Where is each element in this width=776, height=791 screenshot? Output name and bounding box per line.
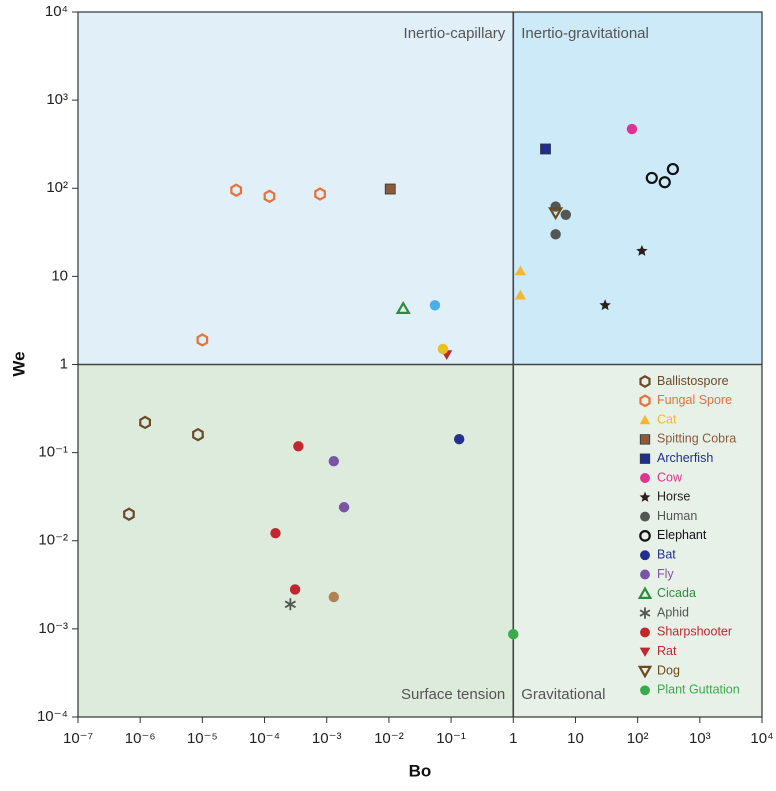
legend-marker bbox=[639, 394, 651, 408]
point bbox=[196, 333, 209, 347]
legend-marker bbox=[640, 550, 650, 561]
legend-marker bbox=[639, 530, 651, 542]
legend-label: Cat bbox=[657, 412, 677, 426]
point bbox=[666, 162, 679, 176]
region-bg bbox=[513, 12, 762, 365]
point bbox=[384, 183, 396, 195]
legend-marker bbox=[639, 375, 651, 388]
legend-marker bbox=[640, 627, 650, 638]
legend-marker bbox=[639, 453, 651, 464]
legend-label: Cicada bbox=[657, 586, 696, 600]
y-tick-label: 10⁴ bbox=[45, 3, 68, 20]
point bbox=[540, 143, 551, 155]
legend-label: Horse bbox=[657, 490, 690, 504]
legend-marker bbox=[640, 685, 650, 696]
x-tick-label: 10⁻³ bbox=[312, 730, 342, 747]
point bbox=[645, 171, 658, 185]
y-tick-label: 1 bbox=[60, 355, 68, 372]
x-tick-label: 10⁻⁷ bbox=[63, 730, 93, 747]
legend-label: Ballistospore bbox=[657, 374, 729, 388]
point bbox=[314, 187, 326, 201]
y-tick-label: 10⁻⁴ bbox=[37, 708, 68, 725]
legend-label: Fly bbox=[657, 567, 674, 581]
y-tick-label: 10 bbox=[51, 267, 68, 284]
y-tick-label: 10⁻² bbox=[38, 532, 68, 549]
point bbox=[429, 300, 441, 311]
point bbox=[599, 299, 611, 311]
point bbox=[514, 289, 526, 300]
legend-label: Spitting Cobra bbox=[657, 432, 736, 446]
region-label: Inertio-capillary bbox=[404, 25, 506, 42]
region-bg bbox=[513, 364, 762, 717]
point bbox=[338, 502, 350, 513]
point bbox=[139, 415, 151, 430]
x-tick-label: 10⁻⁶ bbox=[125, 730, 156, 747]
legend-marker bbox=[640, 473, 650, 483]
legend-marker bbox=[639, 434, 651, 445]
region-bg bbox=[78, 12, 514, 365]
legend-marker bbox=[639, 414, 651, 425]
legend-label: Rat bbox=[657, 644, 677, 658]
legend-marker bbox=[637, 586, 653, 600]
legend-label: Plant Guttation bbox=[657, 683, 740, 697]
point bbox=[550, 229, 561, 240]
x-tick-label: 10² bbox=[627, 730, 649, 747]
legend-marker bbox=[639, 491, 651, 502]
y-tick-label: 10³ bbox=[46, 91, 68, 108]
region-label: Surface tension bbox=[401, 686, 505, 703]
point bbox=[514, 265, 526, 276]
x-tick-label: 10³ bbox=[689, 730, 711, 747]
legend-label: Archerfish bbox=[657, 451, 713, 465]
point bbox=[395, 301, 411, 314]
legend-label: Bat bbox=[657, 547, 676, 561]
point bbox=[437, 343, 449, 355]
legend-label: Sharpshooter bbox=[657, 625, 732, 639]
point bbox=[658, 176, 671, 189]
legend-label: Fungal Spore bbox=[657, 393, 732, 407]
point bbox=[328, 591, 340, 603]
legend-marker bbox=[639, 647, 651, 657]
region-label: Gravitational bbox=[521, 686, 605, 703]
point bbox=[230, 183, 243, 197]
legend-marker bbox=[640, 511, 650, 522]
x-tick-label: 1 bbox=[509, 730, 517, 747]
point bbox=[453, 434, 465, 445]
x-tick-label: 10 bbox=[567, 730, 584, 747]
point bbox=[626, 123, 638, 135]
point bbox=[560, 209, 572, 220]
point bbox=[293, 441, 304, 452]
x-tick-label: 10⁻⁵ bbox=[187, 730, 218, 747]
point bbox=[192, 427, 204, 442]
region-label: Inertio-gravitational bbox=[521, 25, 649, 42]
y-tick-label: 10⁻¹ bbox=[38, 444, 68, 461]
legend-marker bbox=[639, 607, 651, 619]
y-tick-label: 10² bbox=[46, 179, 68, 196]
x-tick-label: 10⁻¹ bbox=[436, 730, 466, 747]
legend-label: Aphid bbox=[657, 605, 689, 619]
legend-marker bbox=[637, 665, 653, 679]
legend-label: Dog bbox=[657, 663, 680, 677]
x-tick-label: 10⁻⁴ bbox=[249, 730, 280, 747]
y-tick-label: 10⁻³ bbox=[38, 620, 68, 637]
point bbox=[636, 245, 648, 256]
x-tick-label: 10⁻² bbox=[374, 730, 404, 747]
point bbox=[289, 584, 301, 595]
point bbox=[284, 598, 296, 611]
legend-label: Cow bbox=[657, 470, 683, 484]
point bbox=[263, 189, 276, 204]
legend-marker bbox=[640, 569, 650, 580]
legend-label: Human bbox=[657, 509, 697, 523]
x-tick-label: 10⁴ bbox=[750, 730, 773, 747]
legend-label: Elephant bbox=[657, 528, 707, 542]
point bbox=[123, 507, 135, 521]
x-axis-label: Bo bbox=[409, 761, 432, 780]
point bbox=[508, 629, 519, 640]
point bbox=[548, 207, 564, 221]
point bbox=[328, 455, 340, 467]
y-axis-label: We bbox=[9, 351, 28, 376]
point bbox=[270, 527, 281, 539]
